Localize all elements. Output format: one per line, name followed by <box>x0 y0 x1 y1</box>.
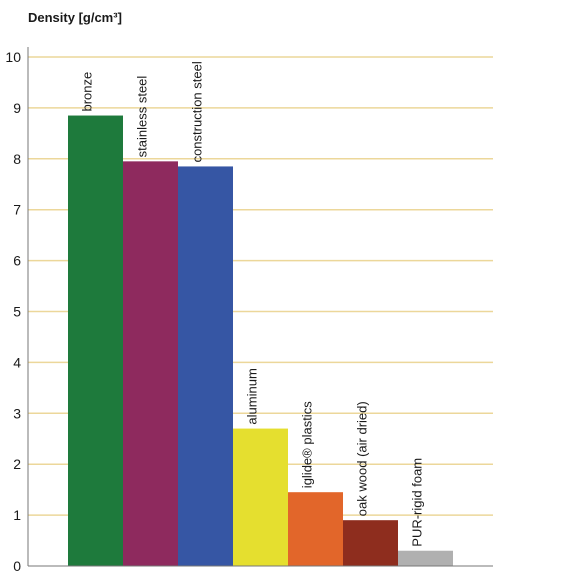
y-tick-label: 0 <box>13 558 21 574</box>
bar <box>178 166 233 566</box>
y-tick-label: 7 <box>13 202 21 218</box>
y-tick-label: 1 <box>13 507 21 523</box>
y-axis-ticks: 0 1 2 3 4 5 6 7 8 9 10 <box>5 49 21 574</box>
y-tick-label: 10 <box>5 49 21 65</box>
bar-label: bronze <box>80 72 95 112</box>
bar-labels: bronze stainless steel construction steel a… <box>80 61 425 547</box>
bar <box>398 550 453 566</box>
bars <box>68 115 453 566</box>
bar <box>233 428 288 566</box>
y-tick-label: 8 <box>13 151 21 167</box>
bar <box>288 492 343 566</box>
bar-label: PUR-rigid foam <box>410 458 425 547</box>
y-tick-label: 4 <box>13 354 21 370</box>
bar-label: construction steel <box>190 61 205 162</box>
bar-label: iglide® plastics <box>300 401 315 488</box>
y-tick-label: 6 <box>13 253 21 269</box>
bar-label: stainless steel <box>135 76 150 158</box>
bar-label: oak wood (air dried) <box>355 401 370 516</box>
bar <box>68 115 123 566</box>
y-axis-title: Density [g/cm³] <box>28 10 122 25</box>
bar <box>343 520 398 566</box>
y-tick-label: 5 <box>13 304 21 320</box>
y-tick-label: 2 <box>13 456 21 472</box>
y-tick-label: 9 <box>13 100 21 116</box>
bar <box>123 161 178 566</box>
bar-label: aluminum <box>245 368 260 424</box>
y-tick-label: 3 <box>13 405 21 421</box>
